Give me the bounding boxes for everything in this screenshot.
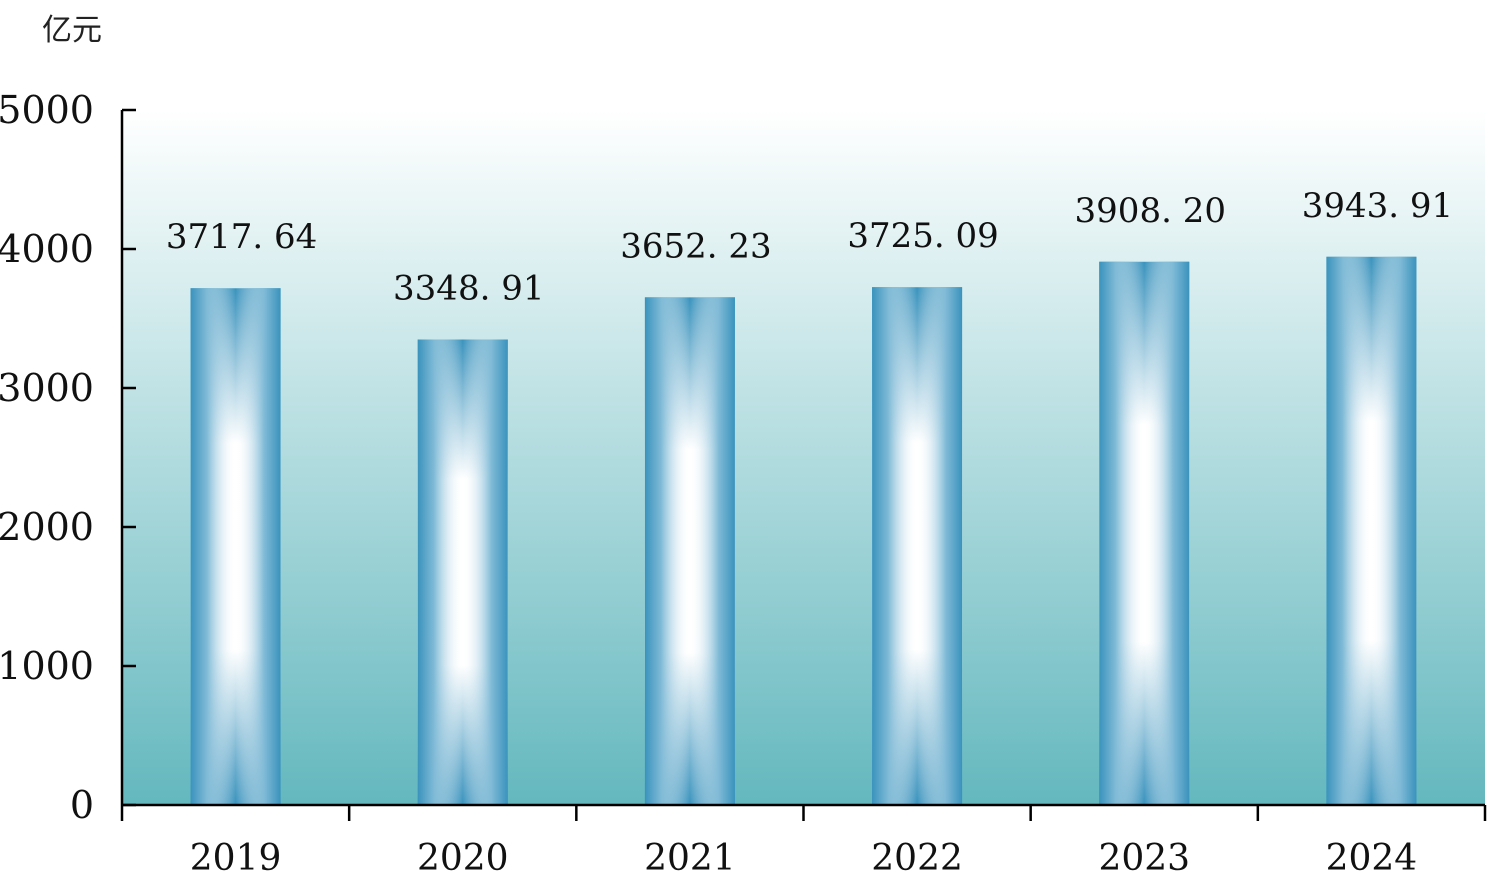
x-ticks-group: 2019 2020 2021 2022 2023 2024 (120, 805, 1487, 879)
bar (417, 339, 508, 805)
bars-group (190, 256, 1417, 805)
bar (644, 297, 735, 805)
data-label: 3908. 20 (1075, 191, 1226, 231)
y-tick-label: 2000 (0, 505, 94, 549)
y-tick-label: 3000 (0, 366, 94, 410)
data-label: 3725. 09 (847, 216, 998, 256)
x-tick-label: 2021 (644, 838, 736, 879)
y-tick-label: 1000 (0, 644, 94, 688)
y-tick-label: 0 (70, 783, 94, 827)
data-label: 3348. 91 (393, 269, 544, 309)
bar (872, 287, 963, 805)
y-tick-label: 4000 (0, 227, 94, 271)
bar (1326, 256, 1417, 805)
data-label: 3717. 64 (166, 217, 317, 257)
bar (190, 288, 281, 805)
x-tick-label: 2019 (190, 838, 282, 879)
plot-background (122, 110, 1485, 805)
y-ticks-group: 0 1000 2000 3000 4000 5000 (0, 88, 136, 827)
data-label: 3652. 23 (620, 226, 771, 266)
x-tick-label: 2023 (1098, 838, 1190, 879)
y-tick-label: 5000 (0, 88, 94, 132)
x-tick-label: 2022 (871, 838, 963, 879)
x-tick-label: 2024 (1326, 838, 1418, 879)
x-tick-label: 2020 (417, 838, 509, 879)
data-labels-group: 3717. 64 3348. 91 3652. 23 3725. 09 3908. 20… (166, 186, 1453, 309)
data-label: 3943. 91 (1302, 186, 1453, 226)
bar (1099, 261, 1190, 805)
y-axis-unit-label: 亿元 (42, 13, 102, 48)
